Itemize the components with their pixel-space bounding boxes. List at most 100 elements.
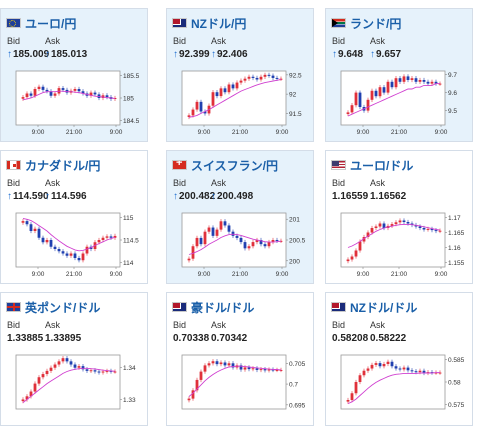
candle-body [187,398,191,401]
candle-body [93,92,97,95]
candle-body [243,78,247,81]
currency-card[interactable]: NZドル/円 Bid Ask ↑92.399 ↑92.406 92.5 92 91.5 9:00… [166,8,314,142]
x-tick-label: 9:00 [110,271,123,278]
currency-pair-link[interactable]: NZドル/円 [191,16,247,31]
ask-value: 200.498 [217,191,254,202]
currency-card[interactable]: ユーロ/円 Bid Ask ↑185.009 ↑185.013 185.5 185 184.5… [0,8,148,142]
candle-body [350,256,354,260]
candle-body [49,367,53,371]
currency-pair-link[interactable]: ランド/円 [350,16,402,31]
card-title[interactable]: ランド/円 [331,15,401,31]
currency-pair-link[interactable]: 英ポンド/ドル [25,300,101,315]
candle-body [33,383,37,392]
y-tick-label: 9.6 [448,90,457,97]
candle-body [382,364,386,367]
bid-label: Bid [332,36,346,46]
currency-pair-link[interactable]: カナダドル/円 [25,158,101,173]
currency-card[interactable]: 豪ドル/ドル Bid Ask 0.70338 0.70342 0.705 0.7 0.695 [166,292,314,426]
currency-card[interactable]: カナダドル/円 Bid Ask ↑114.590 ↑114.596 115 114.5 114… [0,150,148,284]
currency-pair-link[interactable]: NZドル/ドル [350,300,418,315]
candle-body [263,244,267,247]
candle-body [61,88,65,90]
candle-body [410,78,414,80]
bid-price: 1.16559 [332,191,368,202]
plot-area [15,354,121,410]
candle-body [219,88,223,97]
card-title[interactable]: NZドル/ドル [331,299,417,315]
candle-body [29,93,33,96]
y-tick-label: 200.5 [289,238,306,245]
currency-card[interactable]: スイスフラン/円BidAsk↑200.482↑200.498201200.520… [166,150,314,284]
candle-body [113,235,117,238]
candle-body [41,237,45,243]
moving-average-line [347,223,441,248]
candle-body [219,362,223,365]
price-chart[interactable]: 92.5 92 91.5 9:00 21:00 9:00 [174,67,312,141]
currency-pair-link[interactable]: 豪ドル/ドル [191,300,255,315]
price-chart[interactable]: 1.17 1.165 1.16 1.155 9:00 21:00 9:00 [333,209,471,283]
card-title[interactable]: NZドル/円 [172,15,246,31]
candle-body [85,246,89,254]
candle-body [406,367,410,371]
ask-label: Ask [211,320,227,330]
candle-body [430,228,434,231]
currency-pair-link[interactable]: ユーロ/円 [25,16,77,31]
price-chart[interactable]: 0.705 0.7 0.695 [174,351,312,425]
candle-body [37,86,41,89]
candle-body [418,370,422,373]
candle-body [267,74,271,76]
price-chart[interactable]: 9.7 9.6 9.5 9:00 21:00 9:00 [333,67,471,141]
card-title[interactable]: ユーロ/ドル [331,157,413,173]
candle-body [191,109,195,116]
candle-body [434,230,438,232]
candle-body [49,240,53,247]
flag-ca-icon [6,160,21,170]
currency-pair-link[interactable]: ユーロ/ドル [350,158,414,173]
plot-area [181,212,287,268]
price-chart[interactable]: 201 200.5 200 9:00 21:00 9:00 [174,209,312,283]
x-tick-label: 21:00 [391,271,408,278]
price-chart[interactable]: 115 114.5 114 9:00 21:00 9:00 [8,209,146,283]
candle-body [65,358,69,362]
up-arrow-icon: ↑ [211,49,216,60]
candle-body [358,375,362,382]
candle-body [187,258,191,261]
candle-body [89,370,93,372]
moving-average-line [188,233,282,255]
currency-pair-link[interactable]: スイスフラン/円 [191,158,278,173]
x-tick-label: 9:00 [276,271,289,278]
bid-value: 1.33885 [7,333,44,344]
currency-card[interactable]: ランド/円 Bid Ask ↑9.648 ↑9.657 9.7 9.6 9.5 9:00 21:0… [325,8,473,142]
flag-eu-icon [6,18,21,28]
bid-price: 0.58208 [332,333,368,344]
price-chart[interactable]: 1.34 1.33 [8,351,146,425]
candle-body [223,362,227,366]
price-chart[interactable]: 0.585 0.58 0.575 [333,351,471,425]
currency-card[interactable]: ユーロ/ドル Bid Ask 1.16559 1.16562 1.17 1.165 1.16 1… [325,150,473,284]
ask-label: Ask [370,178,386,188]
candle-body [207,363,211,366]
candle-body [438,83,442,85]
candle-body [235,235,239,238]
card-title[interactable]: カナダドル/円 [6,157,100,173]
candle-body [77,89,81,92]
candle-body [93,370,97,372]
card-title[interactable]: 英ポンド/ドル [6,299,100,315]
candle-body [259,76,263,80]
card-title[interactable]: スイスフラン/円 [172,157,278,173]
moving-average-line [188,79,282,118]
price-chart[interactable]: 185.5 185 184.5 9:00 21:00 9:00 [8,67,146,141]
currency-card[interactable]: NZドル/ドル Bid Ask 0.58208 0.58222 0.585 0.58 0.57… [325,292,473,426]
card-title[interactable]: 豪ドル/ドル [172,299,254,315]
currency-card[interactable]: 英ポンド/ドル Bid Ask 1.33885 1.33895 1.34 1.33 [0,292,148,426]
candle-body [21,97,25,99]
candle-body [73,89,77,91]
candle-body [422,80,426,82]
candle-body [362,370,366,376]
card-title[interactable]: ユーロ/円 [6,15,76,31]
y-tick-label: 115 [123,215,134,222]
candle-body [215,361,219,365]
candle-body [370,364,374,369]
candle-body [406,222,410,224]
